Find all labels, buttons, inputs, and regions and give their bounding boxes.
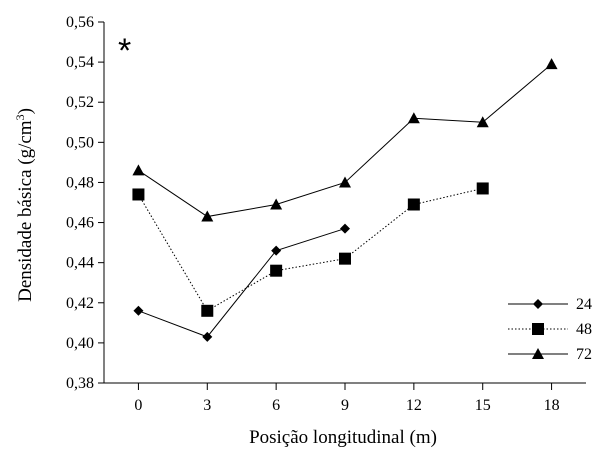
y-tick-label: 0,42	[66, 295, 94, 312]
y-tick-label: 0,48	[66, 174, 94, 191]
series-72-point	[201, 210, 214, 222]
x-tick-label: 15	[475, 397, 491, 414]
series-layer	[132, 58, 558, 342]
x-tick-label: 0	[134, 397, 142, 414]
series-24-point	[202, 331, 213, 342]
x-tick-label: 9	[341, 397, 349, 414]
series-48-point	[339, 252, 351, 265]
y-tick-label: 0,54	[66, 54, 94, 71]
series-48	[132, 182, 489, 317]
series-48-point	[476, 182, 489, 195]
x-axis-ticks: 0 3 6 9 12 15 18	[134, 383, 560, 414]
series-72-point	[132, 164, 145, 176]
legend-marker	[533, 299, 543, 309]
y-axis-title-superscript: 3	[13, 114, 27, 120]
y-axis-ticks: 0,38 0,40 0,42 0,44 0,46 0,48 0,50 0,52 0,54 0,56	[66, 14, 104, 392]
y-tick-label: 0,44	[66, 255, 94, 272]
legend-label: 72	[576, 346, 592, 363]
legend-marker	[532, 348, 544, 359]
legend: 24 48 72	[508, 296, 592, 363]
series-24-point	[340, 223, 350, 234]
axes	[103, 22, 586, 384]
series-48-point	[407, 198, 420, 211]
x-tick-label: 6	[272, 397, 280, 414]
legend-label: 24	[576, 296, 592, 313]
legend-item-72: 72	[508, 346, 592, 363]
y-tick-label: 0,52	[66, 94, 94, 111]
legend-label: 48	[576, 321, 592, 338]
series-72-point	[270, 198, 283, 210]
legend-marker	[532, 323, 544, 335]
series-72-line	[138, 63, 552, 218]
series-72-point	[476, 116, 489, 128]
x-axis-title: Posição longitudinal (m)	[249, 427, 437, 448]
y-tick-label: 0,38	[66, 375, 94, 392]
series-48-point	[201, 304, 214, 317]
y-axis-title-close: )	[15, 108, 36, 114]
series-48-point	[132, 188, 145, 201]
series-24-point	[271, 245, 282, 256]
series-24-line	[138, 228, 346, 338]
legend-item-48: 48	[508, 321, 592, 338]
legend-item-24: 24	[508, 296, 592, 313]
series-72-point	[339, 176, 351, 188]
series-72-point	[545, 58, 558, 70]
series-72-point	[407, 112, 420, 124]
y-tick-label: 0,50	[66, 134, 94, 151]
y-axis-title: Densidade básica (g/cm3)	[13, 108, 36, 302]
y-tick-label: 0,56	[66, 14, 94, 31]
series-72	[132, 58, 558, 222]
series-48-line	[137, 187, 483, 312]
significance-annotation: *	[118, 32, 131, 70]
x-tick-label: 12	[406, 397, 422, 414]
series-24	[133, 223, 350, 342]
series-24-point	[133, 305, 144, 316]
y-tick-label: 0,40	[66, 335, 94, 352]
x-tick-label: 18	[544, 397, 560, 414]
series-48-point	[270, 264, 283, 277]
y-tick-label: 0,46	[66, 215, 94, 232]
y-axis-title-main: Densidade básica (g/cm	[15, 120, 36, 302]
x-tick-label: 3	[203, 397, 211, 414]
